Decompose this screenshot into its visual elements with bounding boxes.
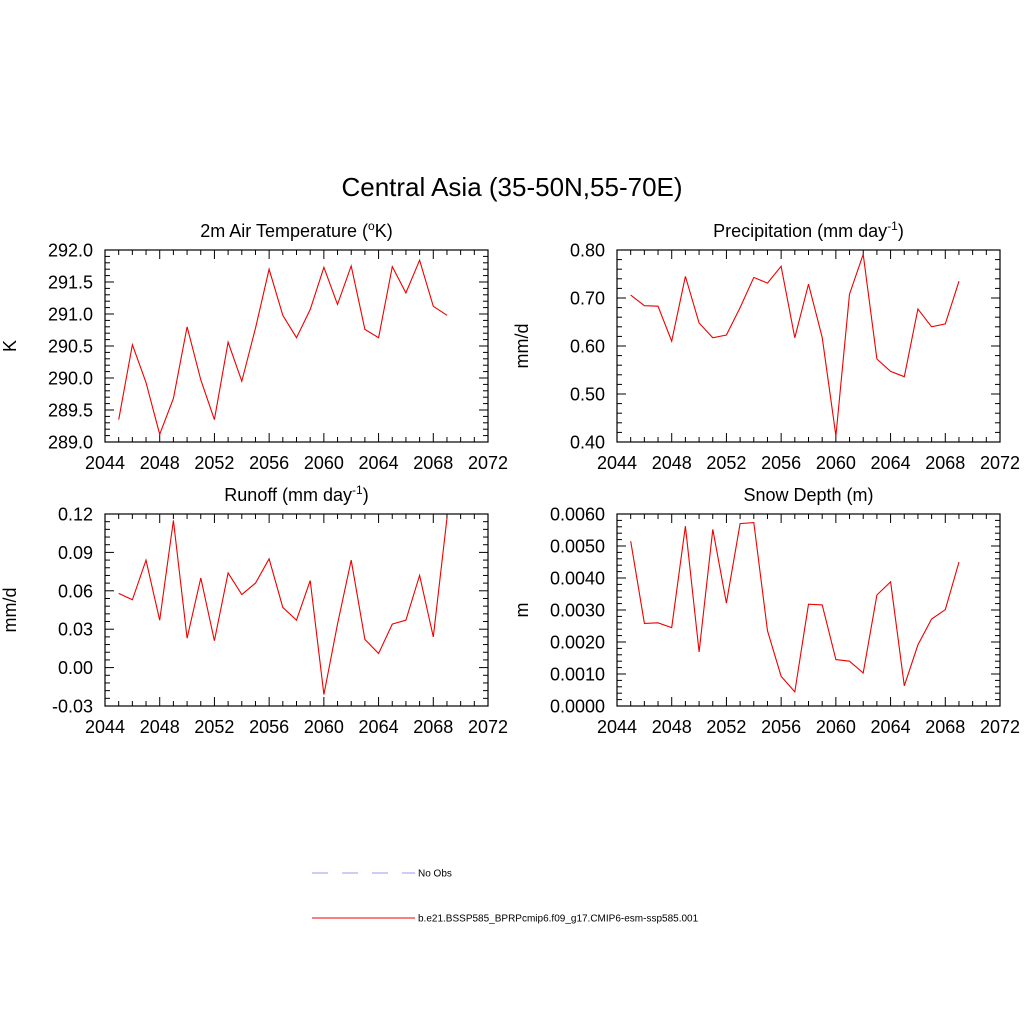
y-tick-label: 0.0030 [550, 601, 605, 621]
panel-title: 2m Air Temperature (oK) [200, 219, 392, 241]
x-tick-label: 2056 [249, 453, 289, 473]
y-tick-label: 0.0060 [550, 505, 605, 525]
x-tick-label: 2048 [652, 717, 692, 737]
y-tick-label: 0.0040 [550, 569, 605, 589]
y-tick-label: 0.60 [570, 337, 605, 357]
y-tick-label: 0.06 [58, 581, 93, 601]
y-tick-label: 0.70 [570, 289, 605, 309]
x-tick-label: 2048 [652, 453, 692, 473]
y-tick-label: 0.03 [58, 620, 93, 640]
x-tick-label: 2064 [359, 453, 399, 473]
x-tick-label: 2068 [925, 717, 965, 737]
x-tick-label: 2052 [194, 717, 234, 737]
x-tick-label: 2052 [706, 717, 746, 737]
x-tick-label: 2044 [85, 717, 125, 737]
chart-panel-3: Runoff (mm day-1) mm/d 2044 2048 2052 2056 206… [0, 483, 508, 737]
chart-panel-1: 2m Air Temperature (oK) K 2044 2048 2052 2056… [0, 219, 508, 473]
y-axis-label: mm/d [0, 588, 20, 633]
panels-group: 2m Air Temperature (oK) K 2044 2048 2052 2056… [0, 219, 1020, 737]
x-tick-label: 2064 [871, 717, 911, 737]
x-tick-label: 2056 [761, 453, 801, 473]
x-tick-label: 2048 [140, 717, 180, 737]
series-line [630, 254, 960, 436]
x-tick-label: 2072 [468, 717, 508, 737]
figure-title: Central Asia (35-50N,55-70E) [341, 172, 682, 202]
y-tick-label: 0.50 [570, 385, 605, 405]
y-tick-label: 0.0000 [550, 697, 605, 717]
panel-title: Snow Depth (m) [743, 485, 873, 505]
x-tick-label: 2072 [468, 453, 508, 473]
y-tick-label: 0.0020 [550, 633, 605, 653]
x-tick-label: 2052 [706, 453, 746, 473]
x-tick-label: 2072 [980, 717, 1020, 737]
y-tick-label: 291.5 [48, 273, 93, 293]
y-tick-label: 0.80 [570, 241, 605, 261]
legend-label: b.e21.BSSP585_BPRPcmip6.f09_g17.CMIP6-es… [418, 914, 699, 925]
x-tick-label: 2064 [359, 717, 399, 737]
chart-panel-2: Precipitation (mm day-1) mm/d 2044 2048 2052… [512, 219, 1020, 473]
x-tick-label: 2068 [925, 453, 965, 473]
x-tick-label: 2068 [413, 453, 453, 473]
series-line [630, 522, 960, 694]
x-tick-label: 2072 [980, 453, 1020, 473]
x-tick-label: 2068 [413, 717, 453, 737]
x-tick-label: 2060 [816, 453, 856, 473]
series-line [118, 517, 448, 695]
y-tick-label: -0.03 [52, 697, 93, 717]
y-tick-label: 289.5 [48, 401, 93, 421]
y-tick-label: 291.0 [48, 305, 93, 325]
y-axis-label: K [0, 340, 20, 352]
y-axis-label: mm/d [512, 324, 532, 369]
y-tick-label: 290.5 [48, 337, 93, 357]
y-tick-label: 0.0050 [550, 537, 605, 557]
y-tick-label: 0.00 [58, 658, 93, 678]
x-tick-label: 2044 [597, 717, 637, 737]
x-tick-label: 2044 [85, 453, 125, 473]
legend: No Obs b.e21.BSSP585_BPRPcmip6.f09_g17.CM… [312, 869, 699, 925]
y-tick-label: 290.0 [48, 369, 93, 389]
y-tick-label: 292.0 [48, 241, 93, 261]
x-tick-label: 2048 [140, 453, 180, 473]
y-tick-label: 0.09 [58, 543, 93, 563]
y-tick-label: 0.40 [570, 433, 605, 453]
y-tick-label: 0.12 [58, 505, 93, 525]
y-tick-label: 289.0 [48, 433, 93, 453]
x-tick-label: 2060 [304, 717, 344, 737]
y-axis-label: m [512, 603, 532, 618]
x-tick-label: 2064 [871, 453, 911, 473]
series-line [118, 258, 448, 437]
x-tick-label: 2044 [597, 453, 637, 473]
x-tick-label: 2052 [194, 453, 234, 473]
x-tick-label: 2056 [761, 717, 801, 737]
plot-frame [104, 513, 489, 707]
plot-frame [616, 249, 1001, 443]
y-tick-label: 0.0010 [550, 665, 605, 685]
chart-panel-4: Snow Depth (m) m 2044 2048 2052 2056 2060 2064 2… [512, 485, 1020, 737]
plot-frame [104, 249, 489, 443]
x-tick-label: 2060 [816, 717, 856, 737]
x-tick-label: 2056 [249, 717, 289, 737]
panel-title: Precipitation (mm day-1) [713, 219, 904, 241]
legend-label: No Obs [418, 869, 452, 880]
panel-title: Runoff (mm day-1) [224, 483, 368, 505]
x-tick-label: 2060 [304, 453, 344, 473]
